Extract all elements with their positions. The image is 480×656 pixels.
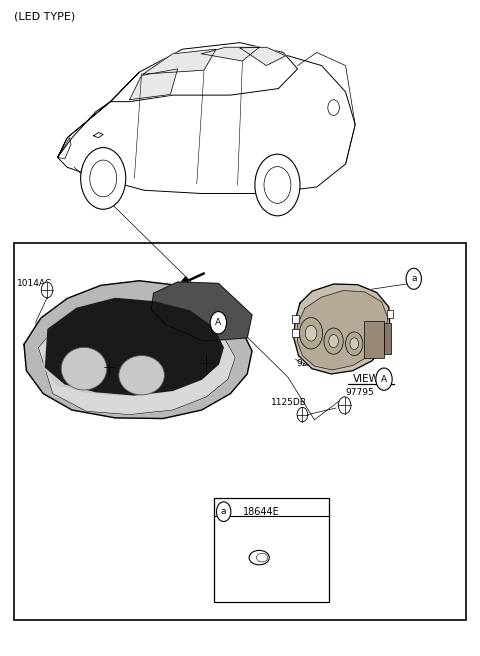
Polygon shape: [110, 43, 298, 102]
Polygon shape: [240, 47, 286, 66]
Text: A: A: [381, 375, 387, 384]
Polygon shape: [151, 282, 252, 341]
Text: 1125KD: 1125KD: [48, 355, 84, 364]
Ellipse shape: [61, 348, 107, 390]
Text: 18644E: 18644E: [243, 506, 280, 517]
Circle shape: [300, 318, 323, 349]
Circle shape: [255, 154, 300, 216]
Text: a: a: [411, 274, 417, 283]
Ellipse shape: [119, 356, 164, 395]
Polygon shape: [24, 281, 252, 419]
Polygon shape: [43, 300, 221, 396]
Text: 1125DB: 1125DB: [271, 398, 307, 407]
Polygon shape: [143, 49, 216, 74]
Polygon shape: [202, 47, 259, 61]
Text: 97795: 97795: [346, 388, 374, 397]
Text: 11405B: 11405B: [163, 350, 198, 359]
Polygon shape: [46, 298, 223, 395]
Circle shape: [406, 268, 421, 289]
FancyBboxPatch shape: [364, 321, 384, 358]
Circle shape: [297, 407, 308, 422]
Circle shape: [210, 312, 227, 334]
Circle shape: [216, 502, 231, 522]
Text: a: a: [221, 507, 227, 516]
Text: 92102A: 92102A: [297, 359, 331, 368]
Text: 1014AC: 1014AC: [17, 279, 52, 288]
Text: 1125KO: 1125KO: [163, 359, 198, 368]
Circle shape: [329, 335, 338, 348]
Circle shape: [376, 368, 392, 390]
Text: A: A: [216, 318, 221, 327]
Polygon shape: [298, 291, 388, 370]
Circle shape: [41, 282, 53, 298]
Polygon shape: [130, 69, 178, 100]
Circle shape: [305, 325, 317, 341]
FancyBboxPatch shape: [387, 310, 393, 318]
Polygon shape: [38, 300, 235, 415]
Circle shape: [338, 397, 351, 414]
Circle shape: [346, 332, 363, 356]
Circle shape: [81, 148, 126, 209]
Text: (LED TYPE): (LED TYPE): [14, 11, 76, 21]
Circle shape: [104, 359, 115, 375]
FancyBboxPatch shape: [292, 315, 299, 323]
Circle shape: [201, 355, 212, 371]
FancyBboxPatch shape: [214, 498, 329, 602]
Text: VIEW: VIEW: [353, 374, 380, 384]
FancyBboxPatch shape: [384, 323, 391, 354]
Polygon shape: [58, 52, 355, 194]
Polygon shape: [294, 284, 390, 374]
FancyBboxPatch shape: [292, 329, 299, 337]
Ellipse shape: [249, 550, 269, 565]
Circle shape: [350, 338, 359, 350]
Text: 92101A: 92101A: [297, 350, 331, 359]
Circle shape: [324, 328, 343, 354]
